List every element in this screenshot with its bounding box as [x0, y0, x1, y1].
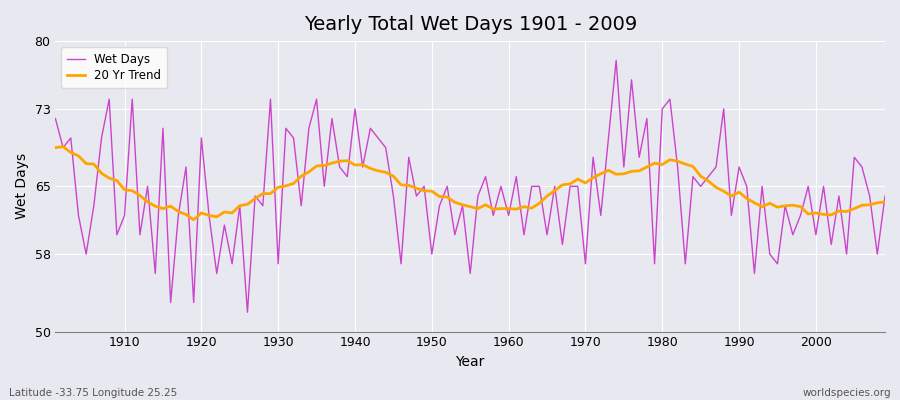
Text: worldspecies.org: worldspecies.org: [803, 388, 891, 398]
20 Yr Trend: [58, 144, 68, 149]
Wet Days: [503, 213, 514, 218]
Line: Wet Days: Wet Days: [56, 60, 885, 312]
Wet Days: [879, 194, 890, 198]
Legend: Wet Days, 20 Yr Trend: Wet Days, 20 Yr Trend: [61, 47, 167, 88]
Title: Yearly Total Wet Days 1901 - 2009: Yearly Total Wet Days 1901 - 2009: [303, 15, 637, 34]
Line: 20 Yr Trend: 20 Yr Trend: [56, 147, 885, 220]
20 Yr Trend: [511, 207, 522, 212]
Wet Days: [242, 310, 253, 315]
Wet Days: [611, 58, 622, 63]
20 Yr Trend: [296, 174, 307, 178]
Wet Days: [603, 136, 614, 140]
20 Yr Trend: [188, 217, 199, 222]
Text: Latitude -33.75 Longitude 25.25: Latitude -33.75 Longitude 25.25: [9, 388, 177, 398]
20 Yr Trend: [879, 200, 890, 204]
Wet Days: [112, 232, 122, 237]
Wet Days: [288, 136, 299, 140]
20 Yr Trend: [611, 172, 622, 177]
Wet Days: [334, 164, 345, 169]
20 Yr Trend: [50, 145, 61, 150]
X-axis label: Year: Year: [455, 355, 485, 369]
Y-axis label: Wet Days: Wet Days: [15, 153, 29, 220]
Wet Days: [511, 174, 522, 179]
20 Yr Trend: [119, 187, 130, 192]
Wet Days: [50, 116, 61, 121]
20 Yr Trend: [518, 204, 529, 209]
20 Yr Trend: [342, 158, 353, 163]
